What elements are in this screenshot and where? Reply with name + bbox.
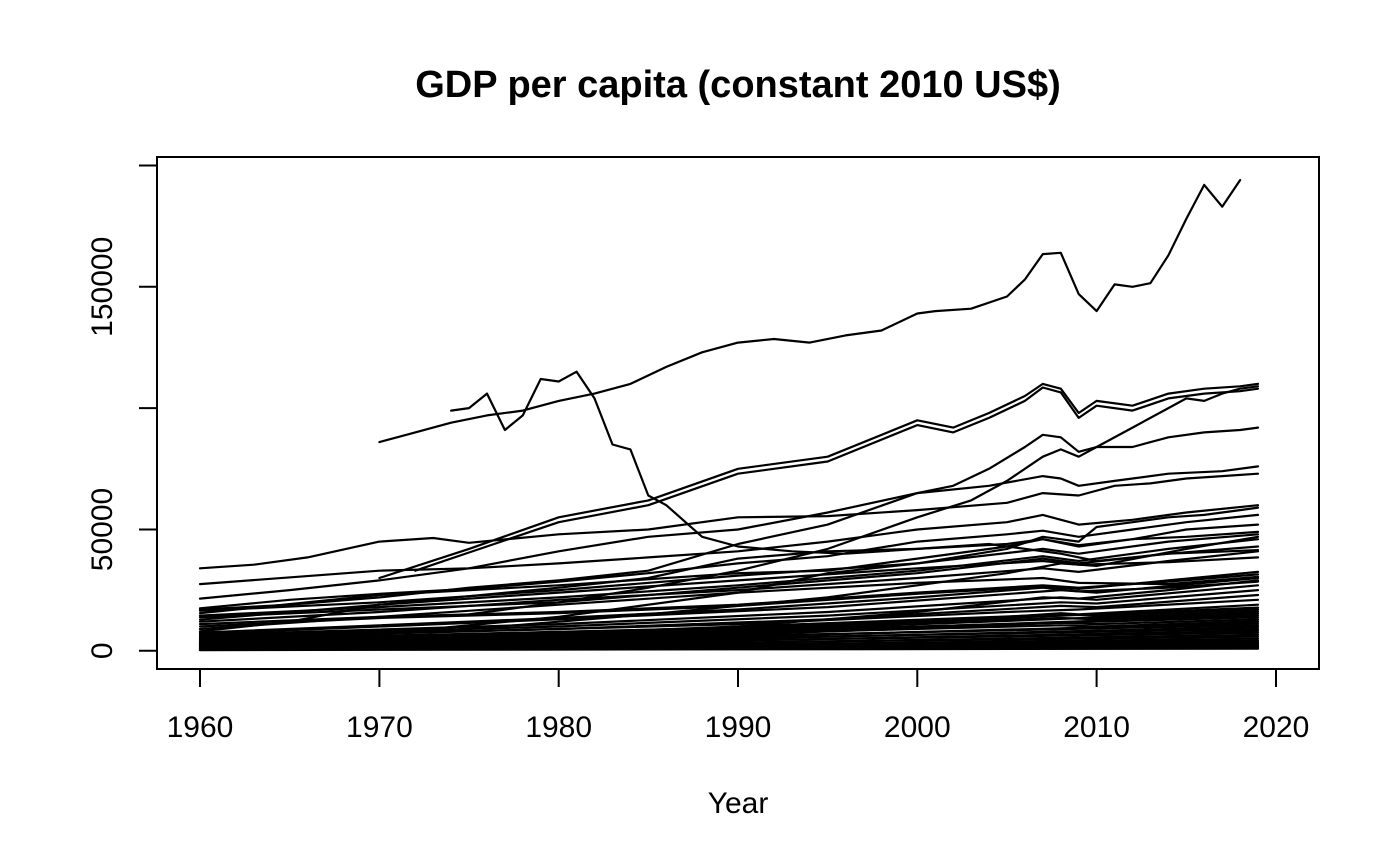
x-tick-label: 1960 <box>167 711 234 744</box>
gdp-series-line-series-19 <box>198 556 1260 621</box>
gdp-series-line-series-22 <box>198 575 1260 631</box>
gdp-series-line-series-08 <box>198 472 1260 570</box>
gdp-series-line-series-15 <box>198 533 1260 612</box>
y-tick-label: 50000 <box>86 488 119 571</box>
gdp-series-line-series-50 <box>198 614 1260 644</box>
gdp-series-line-series-29 <box>198 598 1260 640</box>
y-tick-label: 0 <box>86 642 119 659</box>
x-tick-label: 2020 <box>1243 711 1310 744</box>
y-tick-label: 150000 <box>86 237 119 337</box>
y-axis-ticks: 0 50000 150000 <box>86 164 157 659</box>
gdp-series-line-series-18 <box>198 550 1260 623</box>
gdp-series-line-series-11 <box>198 513 1260 610</box>
x-axis-ticks: 1960 1970 1980 1990 2000 2010 2020 <box>167 669 1310 744</box>
gdp-series-line-series-42 <box>198 629 1260 648</box>
x-tick-label: 2010 <box>1063 711 1130 744</box>
gdp-series-line-series-03 <box>378 382 1260 580</box>
gdp-series-line-series-04 <box>414 386 1260 572</box>
x-tick-label: 1970 <box>346 711 413 744</box>
gdp-series-line-series-05 <box>467 385 1260 616</box>
gdp-series-line-series-26 <box>198 584 1260 637</box>
gdp-series-line-series-12 <box>198 523 1260 615</box>
series-lines <box>198 179 1260 652</box>
gdp-series-line-series-06 <box>198 426 1260 611</box>
gdp-series-line-series-44 <box>198 625 1260 647</box>
gdp-series-line-series-46 <box>198 621 1260 646</box>
gdp-series-line-series-01 <box>378 179 1242 444</box>
gdp-series-line-series-52 <box>198 610 1260 643</box>
gdp-series-line-series-17 <box>198 538 1260 617</box>
x-tick-label: 1990 <box>705 711 772 744</box>
x-tick-label: 2000 <box>884 711 951 744</box>
gdp-series-line-series-09 <box>198 504 1260 586</box>
gdp-series-line-series-25 <box>198 576 1260 635</box>
gdp-series-line-series-27 <box>198 588 1260 638</box>
chart-title: GDP per capita (constant 2010 US$) <box>415 64 1061 106</box>
x-axis-label: Year <box>708 787 769 820</box>
x-tick-label: 1980 <box>525 711 592 744</box>
gdp-series-line-series-07 <box>198 465 1260 600</box>
gdp-series-line-series-54 <box>198 606 1260 642</box>
